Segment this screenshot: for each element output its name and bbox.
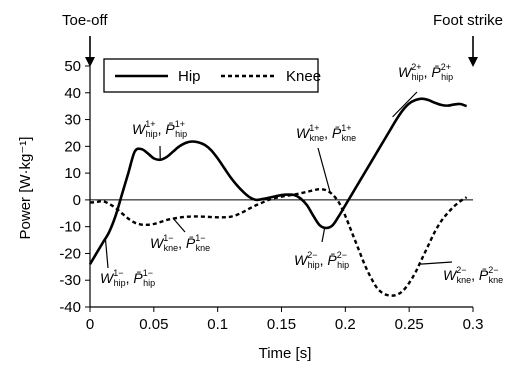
series-layer <box>88 97 468 297</box>
event-marker-toe-off: Toe-off <box>62 12 108 67</box>
event-marker-arrowhead <box>468 57 478 67</box>
x-tick-label: 0.2 <box>335 316 356 333</box>
y-tick-label: -40 <box>59 299 81 316</box>
annotation-w-hip-1-minus: W1− hip, P̄1− hip <box>100 237 155 288</box>
x-tick-label: 0.15 <box>267 316 296 333</box>
x-axis-title: Time [s] <box>259 345 312 362</box>
annotation-label: W1+ hip, P̄1+ hip <box>132 119 187 139</box>
tick-labels: -40 -30 -20 -10 0 10 20 30 40 50 0 0.05 0.1 0.15 0.2 0.… <box>59 58 483 333</box>
event-marker-foot-strike: Foot strike <box>433 12 503 67</box>
annotation-label: W1+ kne, P̄1+ kne <box>296 123 356 143</box>
event-marker-label: Toe-off <box>62 12 108 29</box>
y-tick-label: -20 <box>59 245 81 262</box>
series-line-knee <box>89 187 468 297</box>
annotation-leader <box>321 226 326 243</box>
y-axis-title: Power [W·kg⁻¹] <box>17 137 34 240</box>
y-tick-label: -10 <box>59 219 81 236</box>
annotation-label: W1− kne, P̄1− kne <box>150 233 210 253</box>
y-tick-label: 10 <box>64 165 81 182</box>
y-tick-label: 50 <box>64 58 81 75</box>
annotations: W1+ hip, P̄1+ hip W1− hip, P̄1− hip W1− kne, P̄… <box>100 62 503 288</box>
series-line-hip <box>88 97 468 265</box>
legend-knee-label: Knee <box>286 68 321 85</box>
annotation-label: W2− kne, P̄2− kne <box>443 265 503 285</box>
event-marker-label: Foot strike <box>433 12 503 29</box>
y-tick-label: 40 <box>64 85 81 102</box>
annotation-leader <box>104 237 109 269</box>
annotation-w-kne-1-minus: W1− kne, P̄1− kne <box>150 217 210 253</box>
x-tick-label: 0.25 <box>395 316 424 333</box>
y-tick-label: 0 <box>73 192 81 209</box>
x-tick-label: 0.1 <box>207 316 228 333</box>
annotation-w-hip-1-plus: W1+ hip, P̄1+ hip <box>132 119 187 159</box>
annotation-w-hip-2-plus: W2+ hip, P̄2+ hip <box>392 62 453 118</box>
x-tick-label: 0 <box>86 316 94 333</box>
annotation-leader <box>172 217 186 233</box>
y-tick-label: 20 <box>64 138 81 155</box>
annotation-label: W1− hip, P̄1− hip <box>100 268 155 288</box>
event-marker-arrowhead <box>85 57 95 67</box>
y-tick-label: -30 <box>59 272 81 289</box>
x-tick-label: 0.3 <box>463 316 484 333</box>
annotation-leader <box>420 261 453 265</box>
annotation-leader <box>317 147 331 193</box>
event-markers: Toe-off Foot strike <box>62 12 503 67</box>
legend-hip-label: Hip <box>178 68 201 85</box>
y-tick-label: 30 <box>64 112 81 129</box>
annotation-leader <box>392 91 418 118</box>
annotation-w-kne-2-minus: W2− kne, P̄2− kne <box>420 261 503 285</box>
annotation-w-hip-2-minus: W2− hip, P̄2− hip <box>294 226 349 270</box>
annotation-label: W2− hip, P̄2− hip <box>294 250 349 270</box>
x-tick-label: 0.05 <box>139 316 168 333</box>
legend: Hip Knee <box>103 58 321 93</box>
annotation-label: W2+ hip, P̄2+ hip <box>398 62 453 82</box>
annotation-w-kne-1-plus: W1+ kne, P̄1+ kne <box>296 123 356 193</box>
